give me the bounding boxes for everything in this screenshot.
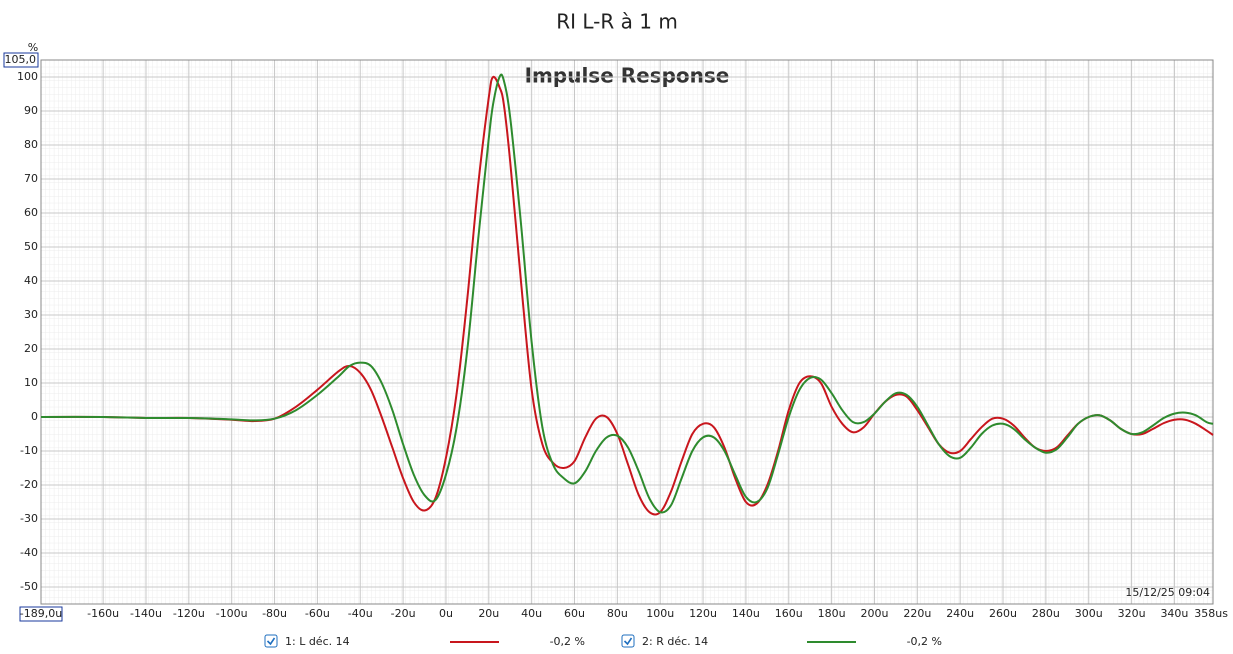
x-tick-label: 0u	[439, 607, 453, 620]
x-tick-label: -140u	[130, 607, 162, 620]
y-tick-label: -50	[20, 580, 38, 593]
series-line	[40, 73, 1214, 514]
minor-grid	[41, 60, 1213, 604]
legend: 1: L déc. 14 -0,2 % 2: R déc. 14 -0,2 %	[264, 634, 942, 648]
x-tick-label: 100u	[646, 607, 674, 620]
x-tick-label: -100u	[216, 607, 248, 620]
legend-checkbox[interactable]	[621, 634, 635, 648]
x-tick-label: 220u	[903, 607, 931, 620]
y-tick-label: 60	[24, 206, 38, 219]
x-tick-label: -20u	[391, 607, 416, 620]
y-tick-label: 50	[24, 240, 38, 253]
y-tick-label: 80	[24, 138, 38, 151]
x-tick-label: -80u	[262, 607, 287, 620]
checkmark	[266, 637, 276, 646]
x-tick-label: -40u	[348, 607, 373, 620]
subtitle: Impulse Response	[525, 64, 730, 88]
y-tick-label: 40	[24, 274, 38, 287]
x-tick-label: 120u	[689, 607, 717, 620]
y-tick-label: 30	[24, 308, 38, 321]
x-tick-label: 260u	[989, 607, 1017, 620]
series-line	[40, 75, 1214, 516]
limit-box	[19, 606, 63, 622]
x-tick-label: 20u	[478, 607, 499, 620]
x-tick-label: 140u	[732, 607, 760, 620]
y-tick-label: 90	[24, 104, 38, 117]
y-tick-label: 105,0	[5, 53, 37, 66]
y-tick-label: -10	[20, 444, 38, 457]
x-tick-label: 320u	[1118, 607, 1146, 620]
x-tick-label: 240u	[946, 607, 974, 620]
y-tick-label: 20	[24, 342, 38, 355]
y-tick-label: 100	[17, 70, 38, 83]
y-tick-label: 10	[24, 376, 38, 389]
x-tick-label: -60u	[305, 607, 330, 620]
x-tick-label: -160u	[87, 607, 119, 620]
x-tick-label: 340u	[1160, 607, 1188, 620]
x-tick-label: 200u	[860, 607, 888, 620]
legend-value: -0,2 %	[550, 635, 585, 648]
legend-value: -0,2 %	[907, 635, 942, 648]
x-tick-label: 358us	[1194, 607, 1228, 620]
timestamp: 15/12/25 09:04	[1125, 586, 1210, 599]
x-tick-label: 160u	[775, 607, 803, 620]
y-unit: %	[28, 41, 38, 54]
y-tick-label: -30	[20, 512, 38, 525]
x-tick-label: 80u	[607, 607, 628, 620]
checkmark	[623, 637, 633, 646]
x-tick-label: 280u	[1032, 607, 1060, 620]
legend-checkbox[interactable]	[264, 634, 278, 648]
y-tick-label: -20	[20, 478, 38, 491]
x-tick-label: 40u	[521, 607, 542, 620]
x-tick-label: 300u	[1075, 607, 1103, 620]
x-tick-label: 60u	[564, 607, 585, 620]
legend-label: 1: L déc. 14	[285, 635, 350, 648]
y-tick-label: 0	[31, 410, 38, 423]
x-tick-label: -189,0u	[20, 607, 62, 620]
x-tick-label: 180u	[818, 607, 846, 620]
limit-box	[3, 52, 39, 68]
chart-title: RI L-R à 1 m	[556, 10, 678, 34]
y-tick-label: -40	[20, 546, 38, 559]
plot-frame	[40, 59, 1214, 605]
y-tick-label: 70	[24, 172, 38, 185]
legend-label: 2: R déc. 14	[642, 635, 708, 648]
x-tick-label: -120u	[173, 607, 205, 620]
